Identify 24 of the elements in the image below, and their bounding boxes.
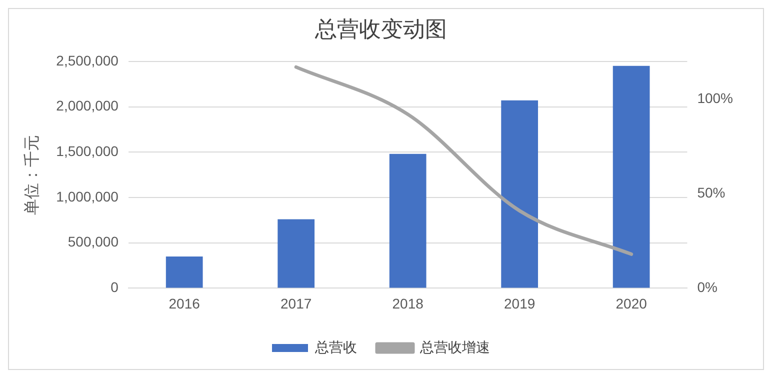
- x-tick-label: 2016: [168, 295, 200, 312]
- x-tick-label: 2020: [616, 295, 648, 312]
- x-tick-label: 2018: [392, 295, 424, 312]
- y-tick-label: 0: [110, 279, 119, 296]
- y-tick-label: 2,000,000: [56, 98, 119, 114]
- x-tick-label: 2017: [280, 295, 312, 312]
- bar: [278, 219, 315, 288]
- y2-tick-label: 0%: [697, 279, 718, 296]
- line-series: [294, 65, 634, 256]
- y-tick-label: 1,000,000: [56, 188, 119, 204]
- y-tick-label: 1,500,000: [56, 142, 119, 159]
- y2-tick-label: 50%: [697, 184, 726, 201]
- legend-label: 总营收增速: [419, 338, 490, 355]
- bar: [612, 66, 650, 288]
- x-tick-label: 2019: [504, 295, 536, 312]
- y2-tick-label: 100%: [697, 90, 734, 106]
- chart-title: 总营收变动图: [314, 16, 447, 42]
- y-axis-title: 单位：千元: [23, 134, 42, 215]
- legend-label: 总营收: [314, 338, 357, 355]
- bar: [389, 154, 426, 288]
- y-tick-label: 500,000: [68, 234, 119, 250]
- bar: [166, 256, 203, 288]
- bar: [501, 100, 538, 288]
- y-tick-label: 2,500,000: [56, 52, 119, 68]
